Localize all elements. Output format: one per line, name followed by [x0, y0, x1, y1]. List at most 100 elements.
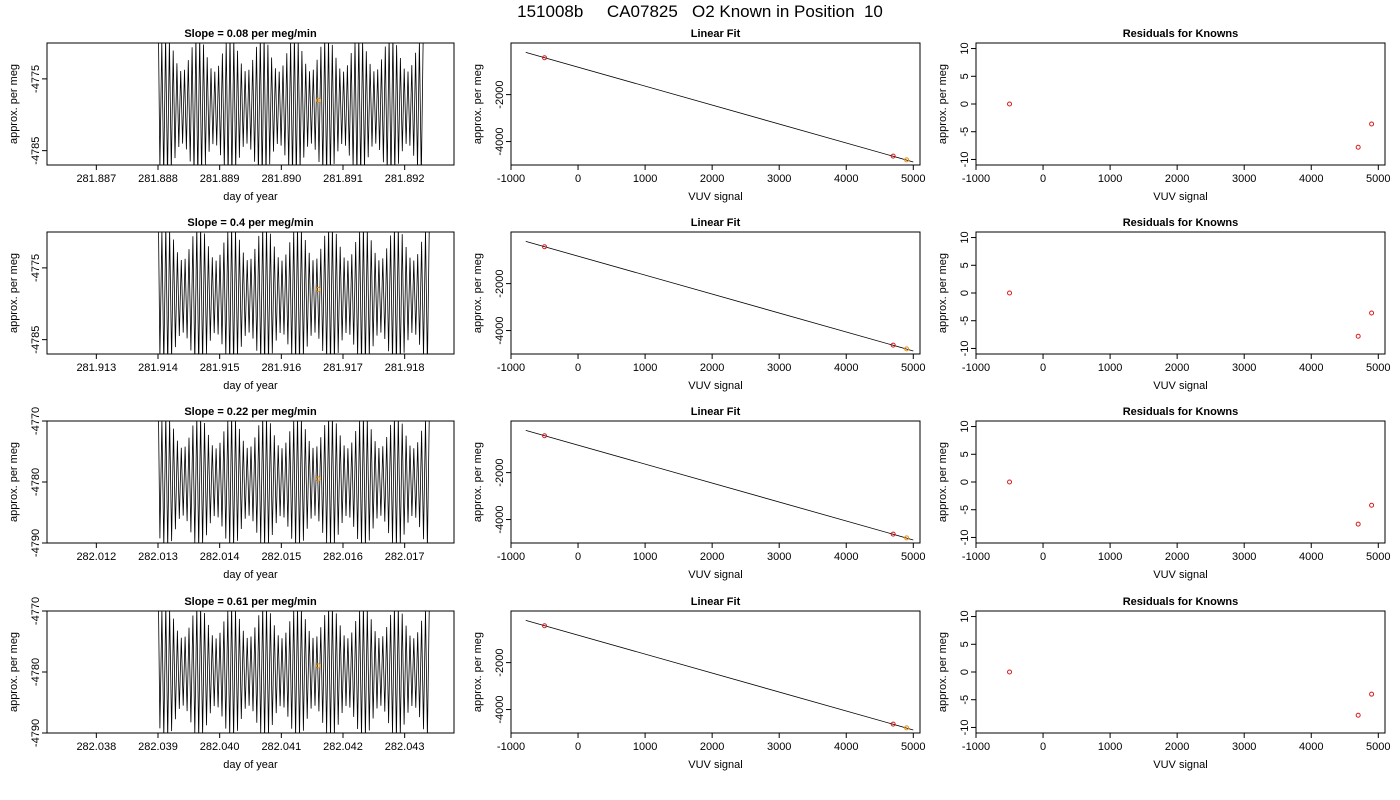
x-tick-label: 282.043 — [385, 741, 425, 753]
x-tick-label: 281.888 — [138, 173, 178, 185]
series-trace — [158, 611, 430, 733]
known-point — [542, 55, 548, 61]
fit-line — [525, 429, 914, 541]
residual-point — [1007, 669, 1013, 675]
plot-frame — [975, 42, 1386, 166]
x-tick-label: 3000 — [767, 362, 791, 374]
x-tick-label: 281.892 — [385, 173, 425, 185]
residual-point — [1355, 712, 1361, 718]
x-tick-label: 4000 — [1299, 362, 1323, 374]
x-tick-label: 282.013 — [138, 551, 178, 563]
panel-linear-fit-row1: Linear Fit -1000 0 1000 2000 3000 4000 5000 -200… — [472, 28, 926, 203]
known-point — [890, 342, 896, 348]
y-tick-label: 0 — [959, 290, 971, 296]
x-tick-label: 5000 — [901, 362, 925, 374]
panel-title: Residuals for Knowns — [1123, 596, 1239, 608]
x-tick-label: 4000 — [1299, 741, 1323, 753]
x-tick-label: 1000 — [633, 173, 657, 185]
x-tick-label: 1000 — [633, 362, 657, 374]
x-tick-label: 282.014 — [200, 551, 240, 563]
y-tick-label: -4770 — [30, 407, 42, 435]
panel-time-series-row3: Slope = 0.22 per meg/min 282.012 282.013 28… — [8, 406, 455, 581]
y-axis-label: approx. per meg — [8, 64, 20, 144]
x-tick-label: 5000 — [901, 741, 925, 753]
y-tick-label: 10 — [959, 231, 971, 243]
x-tick-label: 281.916 — [261, 362, 301, 374]
x-tick-label: 2000 — [1165, 741, 1189, 753]
y-tick-label: 0 — [959, 479, 971, 485]
x-tick-label: 1000 — [1098, 551, 1122, 563]
fit-line — [525, 51, 914, 163]
y-tick-label: 10 — [959, 42, 971, 54]
x-tick-label: 0 — [1040, 362, 1046, 374]
current-point — [315, 97, 321, 103]
x-tick-label: 281.890 — [261, 173, 301, 185]
x-tick-label: 3000 — [1232, 741, 1256, 753]
y-tick-label: -4780 — [30, 468, 42, 496]
x-tick-label: 2000 — [1165, 362, 1189, 374]
panel-time-series-row2: Slope = 0.4 per meg/min 281.913 281.914 281… — [8, 217, 455, 392]
panel-residuals-row4: Residuals for Knowns -1000 0 1000 2000 3000 40… — [937, 596, 1391, 771]
y-tick-label: 5 — [959, 451, 971, 457]
x-tick-label: -1000 — [962, 173, 990, 185]
plot-frame — [975, 231, 1386, 355]
y-tick-label: -5 — [959, 127, 971, 137]
x-axis-label: day of year — [223, 380, 278, 392]
series-trace — [158, 43, 424, 165]
x-tick-label: 0 — [1040, 741, 1046, 753]
panel-residuals-row3: Residuals for Knowns -1000 0 1000 2000 3000 40… — [937, 406, 1391, 581]
x-tick-label: 282.012 — [76, 551, 116, 563]
known-point — [890, 531, 896, 537]
panel-title: Slope = 0.08 per meg/min — [184, 28, 317, 40]
x-axis-label: VUV signal — [688, 380, 742, 392]
fit-line — [525, 240, 914, 352]
y-tick-label: -2000 — [494, 649, 506, 677]
x-axis-label: day of year — [223, 191, 278, 203]
residual-point — [1369, 502, 1375, 508]
y-tick-label: 0 — [959, 669, 971, 675]
x-tick-label: 281.891 — [323, 173, 363, 185]
residual-point — [1355, 333, 1361, 339]
known-point — [904, 535, 910, 541]
x-tick-label: 282.017 — [385, 551, 425, 563]
x-tick-label: 4000 — [834, 741, 858, 753]
y-tick-label: -4000 — [494, 695, 506, 723]
x-tick-label: 281.917 — [323, 362, 363, 374]
y-tick-label: -10 — [959, 720, 971, 736]
x-tick-label: 2000 — [700, 741, 724, 753]
plot-frame — [510, 420, 921, 544]
y-tick-label: -4775 — [30, 65, 42, 93]
residual-point — [1007, 101, 1013, 107]
panel-title: Slope = 0.4 per meg/min — [187, 217, 314, 229]
y-axis-label: approx. per meg — [937, 64, 949, 144]
y-tick-label: -2000 — [494, 270, 506, 298]
panel-residuals-row1: Residuals for Knowns -1000 0 1000 2000 3000 40… — [937, 28, 1391, 203]
y-tick-label: -10 — [959, 152, 971, 168]
x-tick-label: 3000 — [1232, 551, 1256, 563]
fit-line — [525, 619, 914, 731]
x-tick-label: 282.015 — [261, 551, 301, 563]
plot-frame — [46, 42, 455, 166]
x-tick-label: 1000 — [633, 551, 657, 563]
known-point — [904, 346, 910, 352]
y-tick-label: -4000 — [494, 127, 506, 155]
x-axis-label: day of year — [223, 759, 278, 771]
y-tick-label: -4775 — [30, 254, 42, 282]
y-tick-label: -4000 — [494, 505, 506, 533]
y-axis-label: approx. per meg — [472, 632, 484, 712]
x-tick-label: -1000 — [962, 551, 990, 563]
x-axis-label: VUV signal — [688, 569, 742, 581]
x-tick-label: 5000 — [901, 173, 925, 185]
y-tick-label: -5 — [959, 505, 971, 515]
x-tick-label: -1000 — [497, 173, 525, 185]
x-tick-label: 0 — [575, 173, 581, 185]
y-tick-label: -4000 — [494, 316, 506, 344]
x-tick-label: 5000 — [1366, 173, 1390, 185]
plot-frame — [510, 42, 921, 166]
x-tick-label: 282.039 — [138, 741, 178, 753]
known-point — [542, 623, 548, 629]
x-tick-label: 3000 — [767, 741, 791, 753]
plot-frame — [975, 610, 1386, 734]
x-tick-label: 3000 — [1232, 362, 1256, 374]
panel-title: Linear Fit — [691, 217, 741, 229]
